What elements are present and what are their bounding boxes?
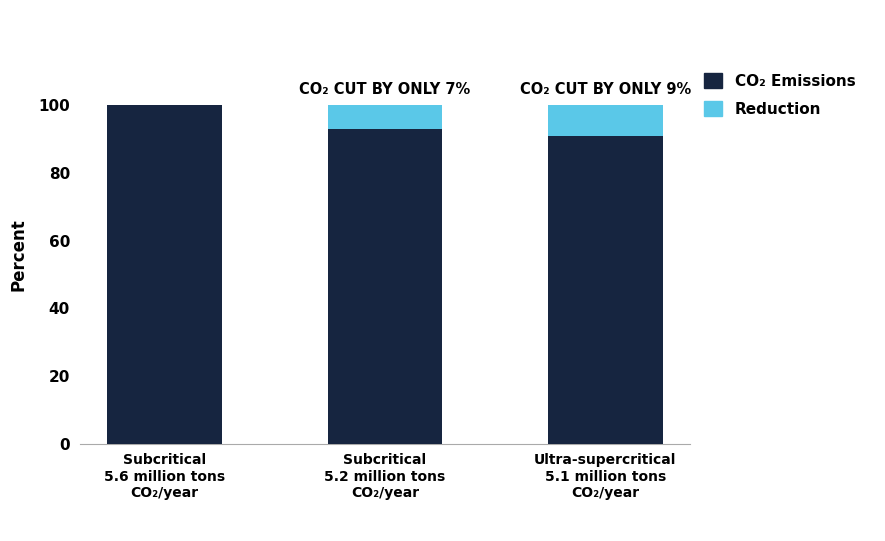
Bar xyxy=(548,136,663,444)
Bar xyxy=(327,105,442,129)
Text: CO₂ CUT BY ONLY 7%: CO₂ CUT BY ONLY 7% xyxy=(299,82,471,97)
Bar xyxy=(327,129,442,444)
Legend: CO₂ Emissions, Reduction: CO₂ Emissions, Reduction xyxy=(704,72,855,117)
Bar xyxy=(107,105,222,444)
Text: CO₂ CUT BY ONLY 9%: CO₂ CUT BY ONLY 9% xyxy=(519,82,691,97)
Bar xyxy=(548,105,663,136)
Y-axis label: Percent: Percent xyxy=(9,218,27,291)
